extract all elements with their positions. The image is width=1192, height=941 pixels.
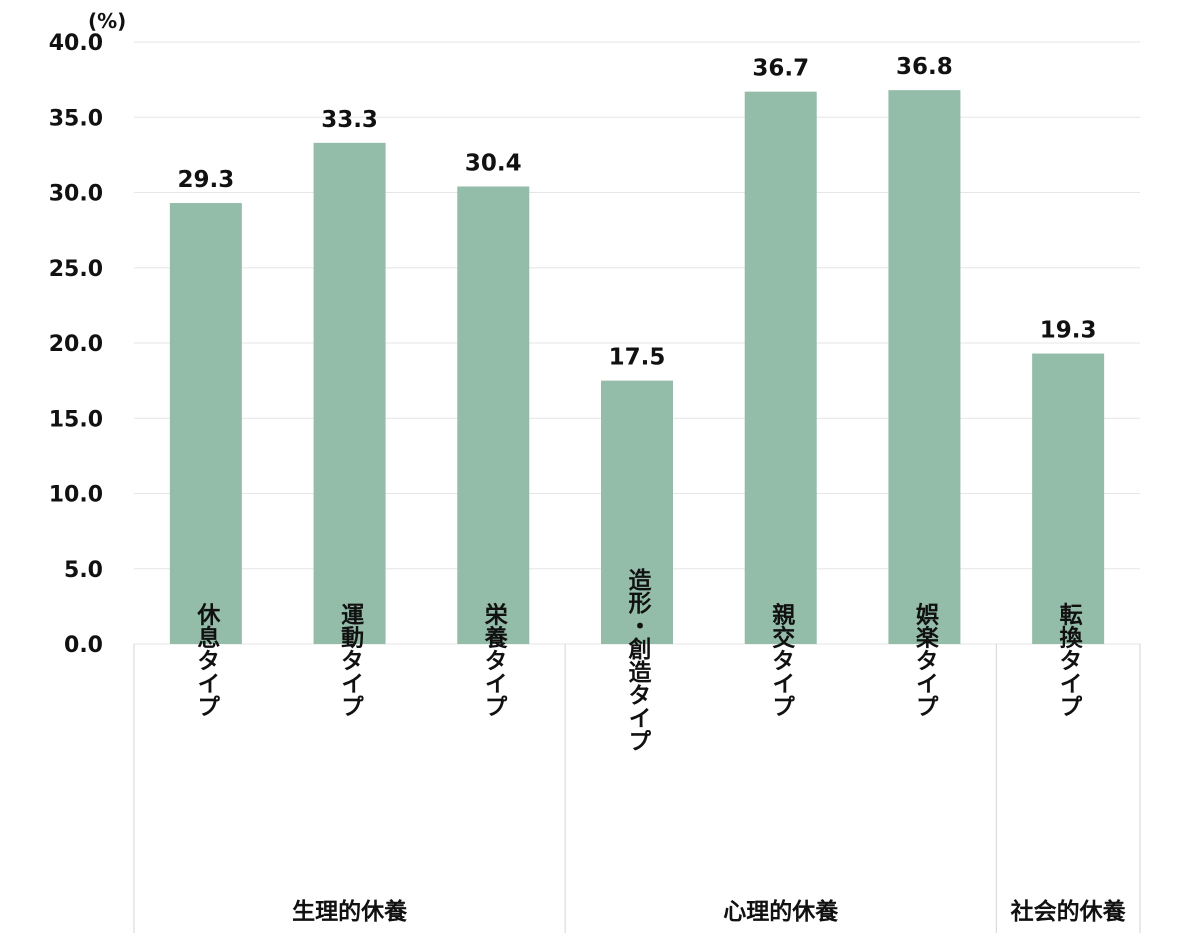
bar: [169, 203, 242, 644]
y-axis-unit-label: (%): [88, 9, 126, 33]
category-label: 栄養タイプ: [480, 603, 509, 718]
y-tick-label: 35.0: [49, 106, 103, 131]
category-label: 休息タイプ: [193, 603, 222, 718]
bar: [888, 90, 961, 644]
group-label: 生理的休養: [292, 898, 408, 925]
bar: [1032, 353, 1105, 644]
y-tick-label: 25.0: [49, 257, 103, 282]
category-axis: 休息タイプ 運動タイプ 栄養タイプ 造形・創造タイプ 親交タイプ 娯楽タイプ 転換タイプ: [193, 568, 1083, 752]
y-tick-label: 0.0: [64, 633, 103, 658]
y-tick-label: 20.0: [49, 332, 103, 357]
bar: [601, 380, 673, 644]
category-label: 娯楽タイプ: [911, 602, 939, 718]
group-axis: 生理的休養 心理的休養 社会的休養: [133, 644, 1141, 933]
bar: [744, 91, 817, 645]
data-label: 36.8: [896, 54, 953, 80]
bar: [457, 186, 530, 645]
group-label: 心理的休養: [723, 898, 839, 925]
data-label: 33.3: [321, 107, 378, 133]
data-label: 19.3: [1040, 318, 1097, 344]
y-tick-label: 10.0: [49, 483, 103, 508]
bar: [313, 142, 386, 644]
y-tick-label: 40.0: [49, 31, 103, 56]
data-label: 36.7: [752, 56, 809, 82]
category-label: 造形・創造タイプ: [624, 568, 652, 752]
data-label: 29.3: [177, 167, 234, 193]
y-tick-label: 30.0: [49, 182, 103, 207]
bars: [169, 90, 1105, 645]
data-label: 30.4: [465, 150, 522, 176]
category-label: 運動タイプ: [337, 603, 365, 718]
category-label: 親交タイプ: [768, 603, 796, 718]
y-tick-label: 15.0: [49, 407, 103, 432]
category-label: 転換タイプ: [1055, 603, 1083, 718]
y-tick-label: 5.0: [64, 558, 103, 583]
data-label: 17.5: [609, 345, 666, 371]
group-label: 社会的休養: [1011, 898, 1127, 925]
y-axis-tick-labels: 0.0 5.0 10.0 15.0 20.0 25.0 30.0 35.0 40.0: [49, 31, 103, 658]
data-labels: 29.3 33.3 30.4 17.5 36.7 36.8 19.3: [177, 54, 1096, 370]
gridlines: [134, 41, 1140, 645]
